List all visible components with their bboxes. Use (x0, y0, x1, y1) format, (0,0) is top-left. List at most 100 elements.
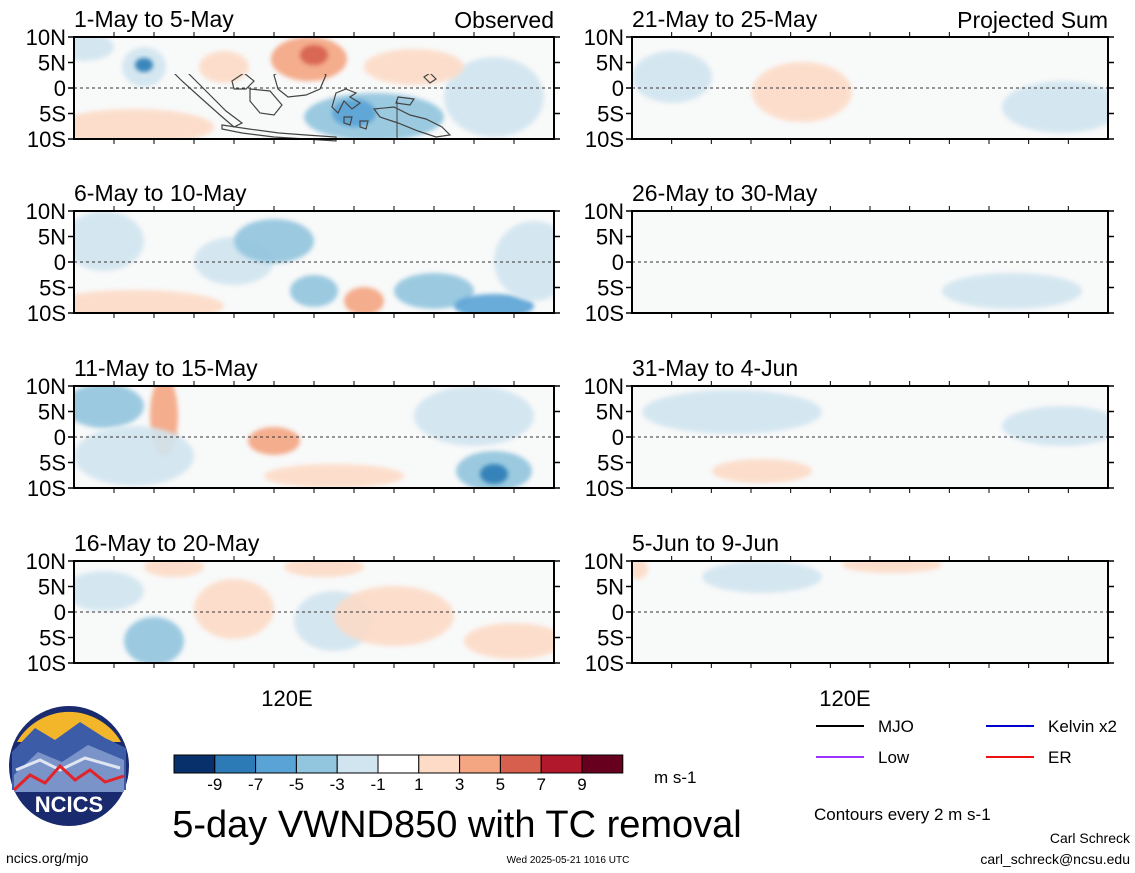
anomaly-region-2 (135, 58, 153, 72)
y-tick-label: 0 (54, 600, 66, 625)
y-tick-label: 5N (38, 225, 66, 250)
coastline-4 (249, 88, 283, 116)
anomaly-region-6 (394, 273, 474, 309)
y-tick-label: 5S (39, 451, 66, 476)
panel-period-label: 5-Jun to 9-Jun (632, 530, 779, 556)
anomaly-field (74, 211, 554, 313)
coastline-3 (231, 74, 255, 90)
main-title: 5-day VWND850 with TC removal (172, 804, 741, 846)
anomaly-field (642, 390, 1108, 483)
anomaly-region-4 (334, 586, 454, 646)
legend-label: Low (878, 748, 910, 767)
legend-label: MJO (878, 717, 914, 736)
anomaly-region-3 (199, 51, 249, 83)
y-tick-label: 0 (54, 250, 66, 275)
anomaly-region-10 (364, 49, 464, 85)
anomaly-region-3 (74, 426, 194, 486)
colorbar-swatch-11 (581, 754, 624, 774)
y-tick-label: 0 (612, 76, 624, 101)
panel-period-label: 1-May to 5-May (74, 6, 234, 32)
colorbar: -9 -7 -5 -3 -1 1 3 5 7 9 (173, 754, 624, 794)
anomaly-region-2 (842, 561, 942, 573)
colorbar-swatch-4 (295, 754, 338, 774)
y-tick-label: 10N (26, 374, 66, 399)
y-tick-label: 10S (585, 476, 624, 501)
anomaly-region-1 (942, 273, 1082, 309)
legend-item-2: Kelvin x2 (986, 717, 1117, 736)
contour-note: Contours every 2 m s-1 (814, 805, 991, 824)
footer-site: ncics.org/mjo (6, 850, 89, 866)
anomaly-region-3 (1002, 81, 1108, 133)
y-tick-label: 5N (596, 575, 624, 600)
x-tick-right: 120E (819, 686, 870, 711)
anomaly-region-5 (74, 571, 144, 611)
colorbar-swatch-7 (418, 754, 461, 774)
coastline-11 (343, 116, 353, 126)
y-tick-label: 10S (27, 476, 66, 501)
colorbar-swatch-3 (255, 754, 297, 774)
y-tick-label: 10S (27, 127, 66, 152)
footer-author: Carl Schreck (1050, 830, 1131, 846)
anomaly-region-1 (74, 211, 144, 271)
coastline-2 (221, 124, 337, 142)
coastlines (174, 74, 452, 142)
anomaly-region-11 (74, 37, 114, 61)
y-tick-label: 10N (26, 25, 66, 50)
y-tick-label: 10S (585, 127, 624, 152)
y-tick-label: 5S (39, 102, 66, 127)
anomaly-region-1 (702, 561, 822, 593)
anomaly-region-4 (248, 427, 300, 455)
y-tick-label: 0 (54, 425, 66, 450)
panel-period-label: 31-May to 4-Jun (632, 355, 798, 381)
y-tick-label: 5N (596, 225, 624, 250)
panel-period-label: 21-May to 25-May (632, 6, 818, 32)
anomaly-region-1 (632, 51, 712, 103)
anomaly-region-6 (480, 464, 508, 484)
anomaly-field (74, 561, 554, 663)
y-tick-label: 5S (39, 626, 66, 651)
anomaly-region-2 (752, 62, 852, 122)
y-tick-label: 10S (585, 651, 624, 676)
footer-email: carl_schreck@ncsu.edu (980, 851, 1130, 867)
anomaly-region-3 (1002, 406, 1108, 446)
y-tick-label: 10N (26, 199, 66, 224)
units-label: m s-1 (654, 768, 697, 787)
colorbar-swatch-1 (173, 754, 216, 774)
coastline-10 (423, 74, 437, 84)
y-tick-label: 10S (27, 301, 66, 326)
colorbar-label: 3 (455, 775, 464, 794)
logo-text: NCICS (35, 792, 103, 817)
colorbar-label: 9 (577, 775, 586, 794)
y-tick-label: 5N (38, 51, 66, 76)
anomaly-region-6 (284, 561, 364, 577)
anomaly-region-3 (234, 219, 314, 263)
colorbar-swatch-5 (336, 754, 379, 774)
anomaly-region-5 (344, 287, 384, 313)
panel-period-label: 16-May to 20-May (74, 530, 260, 556)
anomaly-field (74, 386, 534, 488)
colorbar-label: -9 (207, 775, 222, 794)
anomaly-field (632, 561, 942, 593)
y-tick-label: 10N (584, 25, 624, 50)
panel-period-label: 11-May to 15-May (74, 355, 258, 381)
legend-item-4: ER (986, 748, 1072, 767)
y-tick-label: 5N (596, 51, 624, 76)
y-tick-label: 10N (584, 549, 624, 574)
footer-timestamp: Wed 2025-05-21 1016 UTC (507, 855, 630, 866)
anomaly-region-5 (300, 45, 328, 65)
y-tick-label: 10N (584, 374, 624, 399)
colorbar-swatch-2 (214, 754, 257, 774)
y-tick-label: 5N (596, 400, 624, 425)
panel-period-label: 6-May to 10-May (74, 180, 247, 206)
coastline-8 (372, 106, 452, 138)
anomaly-region-8 (332, 99, 376, 127)
colorbar-label: 7 (536, 775, 545, 794)
y-tick-label: 10S (585, 301, 624, 326)
colorbar-label: -7 (248, 775, 263, 794)
